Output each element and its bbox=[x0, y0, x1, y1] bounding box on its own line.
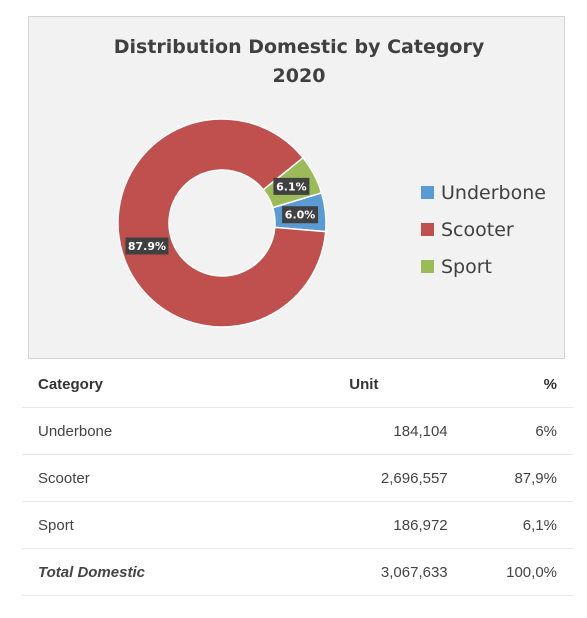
chart-title: Distribution Domestic by Category 2020 bbox=[29, 33, 569, 91]
legend-label-underbone: Underbone bbox=[441, 181, 546, 204]
total-unit: 3,067,633 bbox=[333, 548, 464, 596]
data-label-scooter: 87.9% bbox=[125, 237, 169, 255]
data-label-box bbox=[273, 177, 310, 195]
table-row: Underbone 184,104 6% bbox=[22, 407, 573, 455]
row-category: Scooter bbox=[22, 454, 334, 502]
category-table: Category Unit % Underbone 184,104 6% Sco… bbox=[22, 362, 573, 596]
chart-legend: Underbone Scooter Sport bbox=[421, 174, 546, 285]
chart-title-line-2: 2020 bbox=[272, 65, 326, 87]
data-label-box bbox=[282, 206, 319, 224]
header-unit: Unit bbox=[333, 362, 464, 408]
table-row: Scooter 2,696,557 87,9% bbox=[22, 454, 573, 502]
total-label: Total Domestic bbox=[22, 548, 334, 596]
row-percent: 87,9% bbox=[463, 454, 573, 502]
data-label-sport: 6.1% bbox=[273, 177, 310, 195]
row-category: Underbone bbox=[22, 407, 334, 455]
header-category: Category bbox=[22, 362, 334, 408]
donut-slice-scooter bbox=[117, 118, 327, 328]
legend-item-underbone: Underbone bbox=[421, 174, 546, 211]
row-unit: 184,104 bbox=[333, 407, 464, 455]
total-row: Total Domestic 3,067,633 100,0% bbox=[22, 548, 573, 596]
row-percent: 6,1% bbox=[463, 501, 573, 549]
header-percent: % bbox=[463, 362, 573, 408]
row-unit: 186,972 bbox=[333, 501, 464, 549]
data-label-text: 6.0% bbox=[285, 209, 316, 222]
total-percent: 100,0% bbox=[463, 548, 573, 596]
row-unit: 2,696,557 bbox=[333, 454, 464, 502]
legend-swatch-underbone bbox=[421, 186, 434, 199]
row-category: Sport bbox=[22, 501, 334, 549]
chart-panel: Distribution Domestic by Category 2020 6… bbox=[28, 16, 565, 359]
legend-item-scooter: Scooter bbox=[421, 211, 546, 248]
chart-title-line-1: Distribution Domestic by Category bbox=[113, 36, 485, 58]
data-label-box bbox=[125, 237, 169, 255]
legend-label-scooter: Scooter bbox=[441, 218, 514, 241]
row-percent: 6% bbox=[463, 407, 573, 455]
table-header-row: Category Unit % bbox=[22, 362, 573, 408]
legend-item-sport: Sport bbox=[421, 248, 546, 285]
donut-chart: 6.0% 87.9% 6.1% bbox=[117, 118, 327, 328]
data-label-text: 87.9% bbox=[128, 240, 166, 253]
legend-swatch-sport bbox=[421, 260, 434, 273]
legend-swatch-scooter bbox=[421, 223, 434, 236]
table-row: Sport 186,972 6,1% bbox=[22, 501, 573, 549]
legend-label-sport: Sport bbox=[441, 255, 493, 278]
data-label-text: 6.1% bbox=[276, 180, 307, 193]
data-label-underbone: 6.0% bbox=[282, 206, 319, 224]
